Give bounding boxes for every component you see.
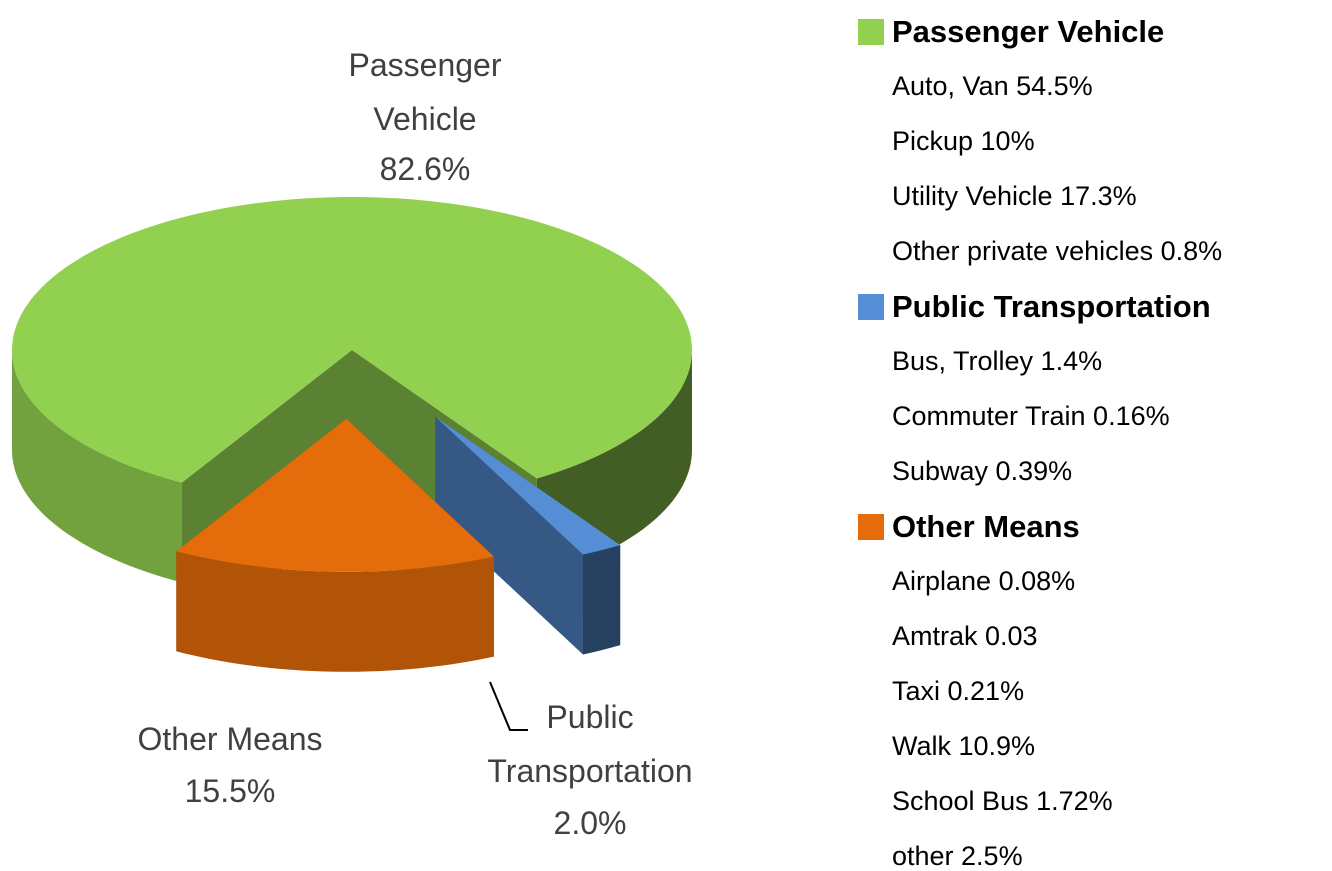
legend-detail: Subway 0.39% bbox=[892, 456, 1073, 486]
pie-area bbox=[12, 197, 692, 731]
legend-swatch bbox=[858, 293, 884, 320]
legend-entry: Public Transportation bbox=[858, 279, 1328, 334]
legend-detail: Commuter Train 0.16% bbox=[892, 401, 1170, 431]
legend-detail: Pickup 10% bbox=[892, 126, 1035, 156]
legend-detail: Walk 10.9% bbox=[892, 731, 1036, 761]
slice-label: Public Transportation bbox=[487, 699, 693, 789]
legend-detail: Airplane 0.08% bbox=[892, 566, 1076, 596]
legend-detail: Utility Vehicle 17.3% bbox=[892, 181, 1137, 211]
slice-value-label: 82.6% bbox=[379, 151, 471, 187]
slice-side bbox=[12, 350, 182, 583]
legend-entry: Other Means bbox=[858, 499, 1328, 554]
slice-side bbox=[582, 545, 621, 655]
legend-label: Other Means bbox=[892, 508, 1080, 544]
legend-detail: other 2.5% bbox=[892, 841, 1023, 871]
legend-entry: Passenger Vehicle bbox=[858, 4, 1328, 59]
legend-label: Passenger Vehicle bbox=[892, 13, 1165, 49]
legend-detail: Bus, Trolley 1.4% bbox=[892, 346, 1103, 376]
slice-side bbox=[435, 416, 583, 655]
slice-label: Other Means bbox=[137, 721, 323, 757]
legend-detail: School Bus 1.72% bbox=[892, 786, 1113, 816]
slice bbox=[176, 418, 494, 572]
leader-line bbox=[489, 681, 528, 731]
legend-detail: Auto, Van 54.5% bbox=[892, 71, 1093, 101]
legend: Passenger Vehicle Auto, Van 54.5% Pickup 1… bbox=[858, 4, 1328, 871]
slice-value-label: 15.5% bbox=[184, 773, 276, 809]
legend-swatch bbox=[858, 513, 884, 540]
slice-side bbox=[176, 551, 494, 672]
legend-detail: Other private vehicles 0.8% bbox=[892, 236, 1223, 266]
legend-label: Public Transportation bbox=[892, 288, 1211, 324]
legend-detail: Taxi 0.21% bbox=[892, 676, 1025, 706]
slice-value-label: 2.0% bbox=[553, 805, 627, 841]
slice bbox=[435, 416, 621, 555]
slice-label: Passenger Vehicle bbox=[348, 47, 502, 137]
legend-detail: Amtrak 0.03 bbox=[892, 621, 1038, 651]
slice bbox=[12, 197, 692, 483]
legend-swatch bbox=[858, 18, 884, 45]
